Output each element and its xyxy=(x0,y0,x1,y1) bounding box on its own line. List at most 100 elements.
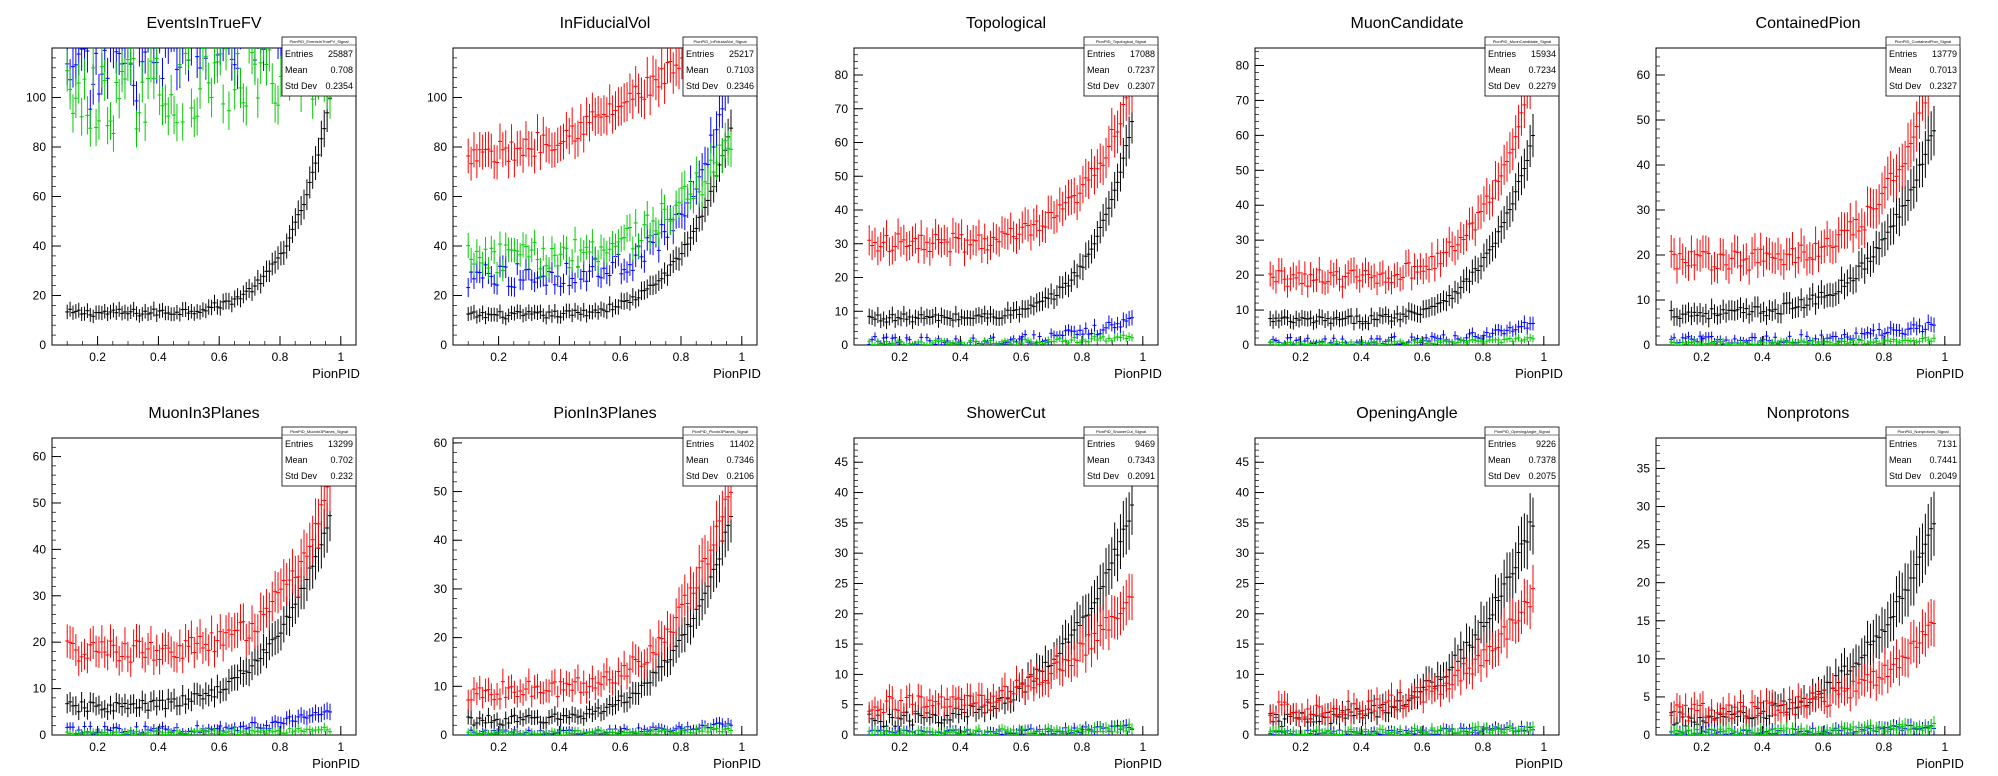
stats-value-entries: 25217 xyxy=(729,49,754,59)
x-tick-label: 1 xyxy=(1139,350,1146,364)
x-tick-label: 0.6 xyxy=(612,350,629,364)
y-tick-label: 40 xyxy=(835,203,849,217)
y-tick-label: 30 xyxy=(1236,233,1250,247)
stats-value-entries: 25887 xyxy=(328,49,353,59)
series-group xyxy=(1268,48,1536,345)
panel-title: PionIn3Planes xyxy=(553,405,656,422)
stats-label-std_dev: Std Dev xyxy=(285,471,318,481)
y-tick-label: 50 xyxy=(33,496,47,510)
stats-value-std_dev: 0.2279 xyxy=(1528,81,1556,91)
stats-value-entries: 13779 xyxy=(1932,49,1957,59)
y-tick-label: 60 xyxy=(434,436,448,450)
stats-label-std_dev: Std Dev xyxy=(1087,81,1120,91)
stats-value-entries: 17088 xyxy=(1130,49,1155,59)
y-tick-label: 20 xyxy=(835,271,849,285)
panel-title: EventsInTrueFV xyxy=(146,15,261,32)
x-tick-label: 1 xyxy=(738,350,745,364)
x-axis-label: PionPID xyxy=(312,756,360,771)
y-tick-label: 50 xyxy=(1236,163,1250,177)
stats-value-entries: 13299 xyxy=(328,439,353,449)
stats-label-std_dev: Std Dev xyxy=(1488,81,1521,91)
stats-label-std_dev: Std Dev xyxy=(1889,81,1922,91)
stats-value-mean: 0.708 xyxy=(330,65,353,75)
y-tick-label: 40 xyxy=(33,542,47,556)
y-tick-label: 50 xyxy=(835,169,849,183)
x-axis-label: PionPID xyxy=(1916,366,1964,381)
y-tick-label: 70 xyxy=(835,102,849,116)
y-tick-label: 30 xyxy=(1637,203,1651,217)
x-tick-label: 0.6 xyxy=(1414,350,1431,364)
x-tick-label: 0.8 xyxy=(272,350,289,364)
stats-header: PionPID_InFiducialVol_Signal xyxy=(694,39,747,44)
stats-value-entries: 15934 xyxy=(1531,49,1556,59)
y-tick-label: 60 xyxy=(835,136,849,150)
y-tick-label: 50 xyxy=(1637,113,1651,127)
stats-label-entries: Entries xyxy=(285,49,314,59)
x-tick-label: 0.6 xyxy=(1815,350,1832,364)
x-tick-label: 1 xyxy=(1540,350,1547,364)
x-tick-label: 0.2 xyxy=(89,740,106,754)
y-tick-label: 10 xyxy=(835,304,849,318)
y-tick-label: 10 xyxy=(434,679,448,693)
y-tick-label: 40 xyxy=(1236,198,1250,212)
stats-label-entries: Entries xyxy=(1488,49,1517,59)
y-tick-label: 10 xyxy=(1236,303,1250,317)
stats-header: PionPID_MuonIn3Planes_Signal xyxy=(290,429,348,434)
y-tick-label: 50 xyxy=(434,485,448,499)
x-tick-label: 0.4 xyxy=(1353,350,1370,364)
x-tick-label: 0.4 xyxy=(150,740,167,754)
panel-2: Topological 0 10 20 30 40 50 60 70 80 0.2 0.4 0.6 0.8… xyxy=(835,15,1162,381)
y-tick-label: 0 xyxy=(1242,338,1249,352)
y-tick-label: 20 xyxy=(1236,268,1250,282)
y-tick-label: 20 xyxy=(434,289,448,303)
stats-header: PionPID_EventsInTrueFV_Signal xyxy=(290,39,349,44)
x-tick-label: 0.6 xyxy=(211,350,228,364)
stats-label-mean: Mean xyxy=(1087,65,1110,75)
y-tick-label: 30 xyxy=(33,589,47,603)
series-group xyxy=(1669,48,1937,345)
y-tick-label: 40 xyxy=(434,239,448,253)
stats-label-entries: Entries xyxy=(1087,49,1116,59)
x-tick-label: 0.2 xyxy=(891,350,908,364)
x-tick-label: 0.8 xyxy=(1074,350,1091,364)
stats-header: PionPID_Topological_Signal xyxy=(1096,39,1146,44)
x-tick-label: 0.4 xyxy=(1754,350,1771,364)
stats-label-mean: Mean xyxy=(285,455,308,465)
stats-value-std_dev: 0.2354 xyxy=(325,81,353,91)
x-tick-label: 0.8 xyxy=(1876,350,1893,364)
stats-label-entries: Entries xyxy=(1889,49,1918,59)
y-tick-label: 0 xyxy=(39,338,46,352)
x-tick-label: 0.2 xyxy=(1292,350,1309,364)
panel-title: InFiducialVol xyxy=(560,15,651,32)
x-axis-label: PionPID xyxy=(1515,366,1563,381)
x-axis-label: PionPID xyxy=(713,366,761,381)
stats-value-mean: 0.7237 xyxy=(1127,65,1155,75)
panel-0: EventsInTrueFV 0 20 40 60 80 100 0.2 0.4 0.6 0.8 1 P… xyxy=(26,15,360,381)
stats-label-mean: Mean xyxy=(686,65,709,75)
y-tick-label: 20 xyxy=(1637,248,1651,262)
series-group xyxy=(867,65,1135,345)
x-tick-label: 1 xyxy=(337,350,344,364)
stats-box xyxy=(281,36,357,97)
y-tick-label: 0 xyxy=(440,338,447,352)
y-tick-label: 20 xyxy=(33,289,47,303)
y-tick-label: 40 xyxy=(1637,158,1651,172)
y-tick-label: 30 xyxy=(835,237,849,251)
panel-title: ContainedPion xyxy=(1756,15,1861,32)
y-tick-label: 0 xyxy=(841,338,848,352)
y-tick-label: 0 xyxy=(39,728,46,742)
x-tick-label: 0.8 xyxy=(272,740,289,754)
y-tick-label: 0 xyxy=(440,728,447,742)
stats-label-mean: Mean xyxy=(1889,65,1912,75)
stats-box xyxy=(1083,36,1159,97)
y-tick-label: 80 xyxy=(434,140,448,154)
panel-5: MuonIn3Planes 0 10 20 30 40 50 60 0.2 0.4 0.6 0.8 1 P… xyxy=(33,405,360,771)
stats-label-entries: Entries xyxy=(686,49,715,59)
stats-label-mean: Mean xyxy=(285,65,308,75)
y-tick-label: 70 xyxy=(1236,93,1250,107)
stats-value-std_dev: 0.2346 xyxy=(726,81,754,91)
stats-box xyxy=(682,36,758,97)
y-tick-label: 100 xyxy=(26,91,46,105)
y-tick-label: 0 xyxy=(1643,338,1650,352)
